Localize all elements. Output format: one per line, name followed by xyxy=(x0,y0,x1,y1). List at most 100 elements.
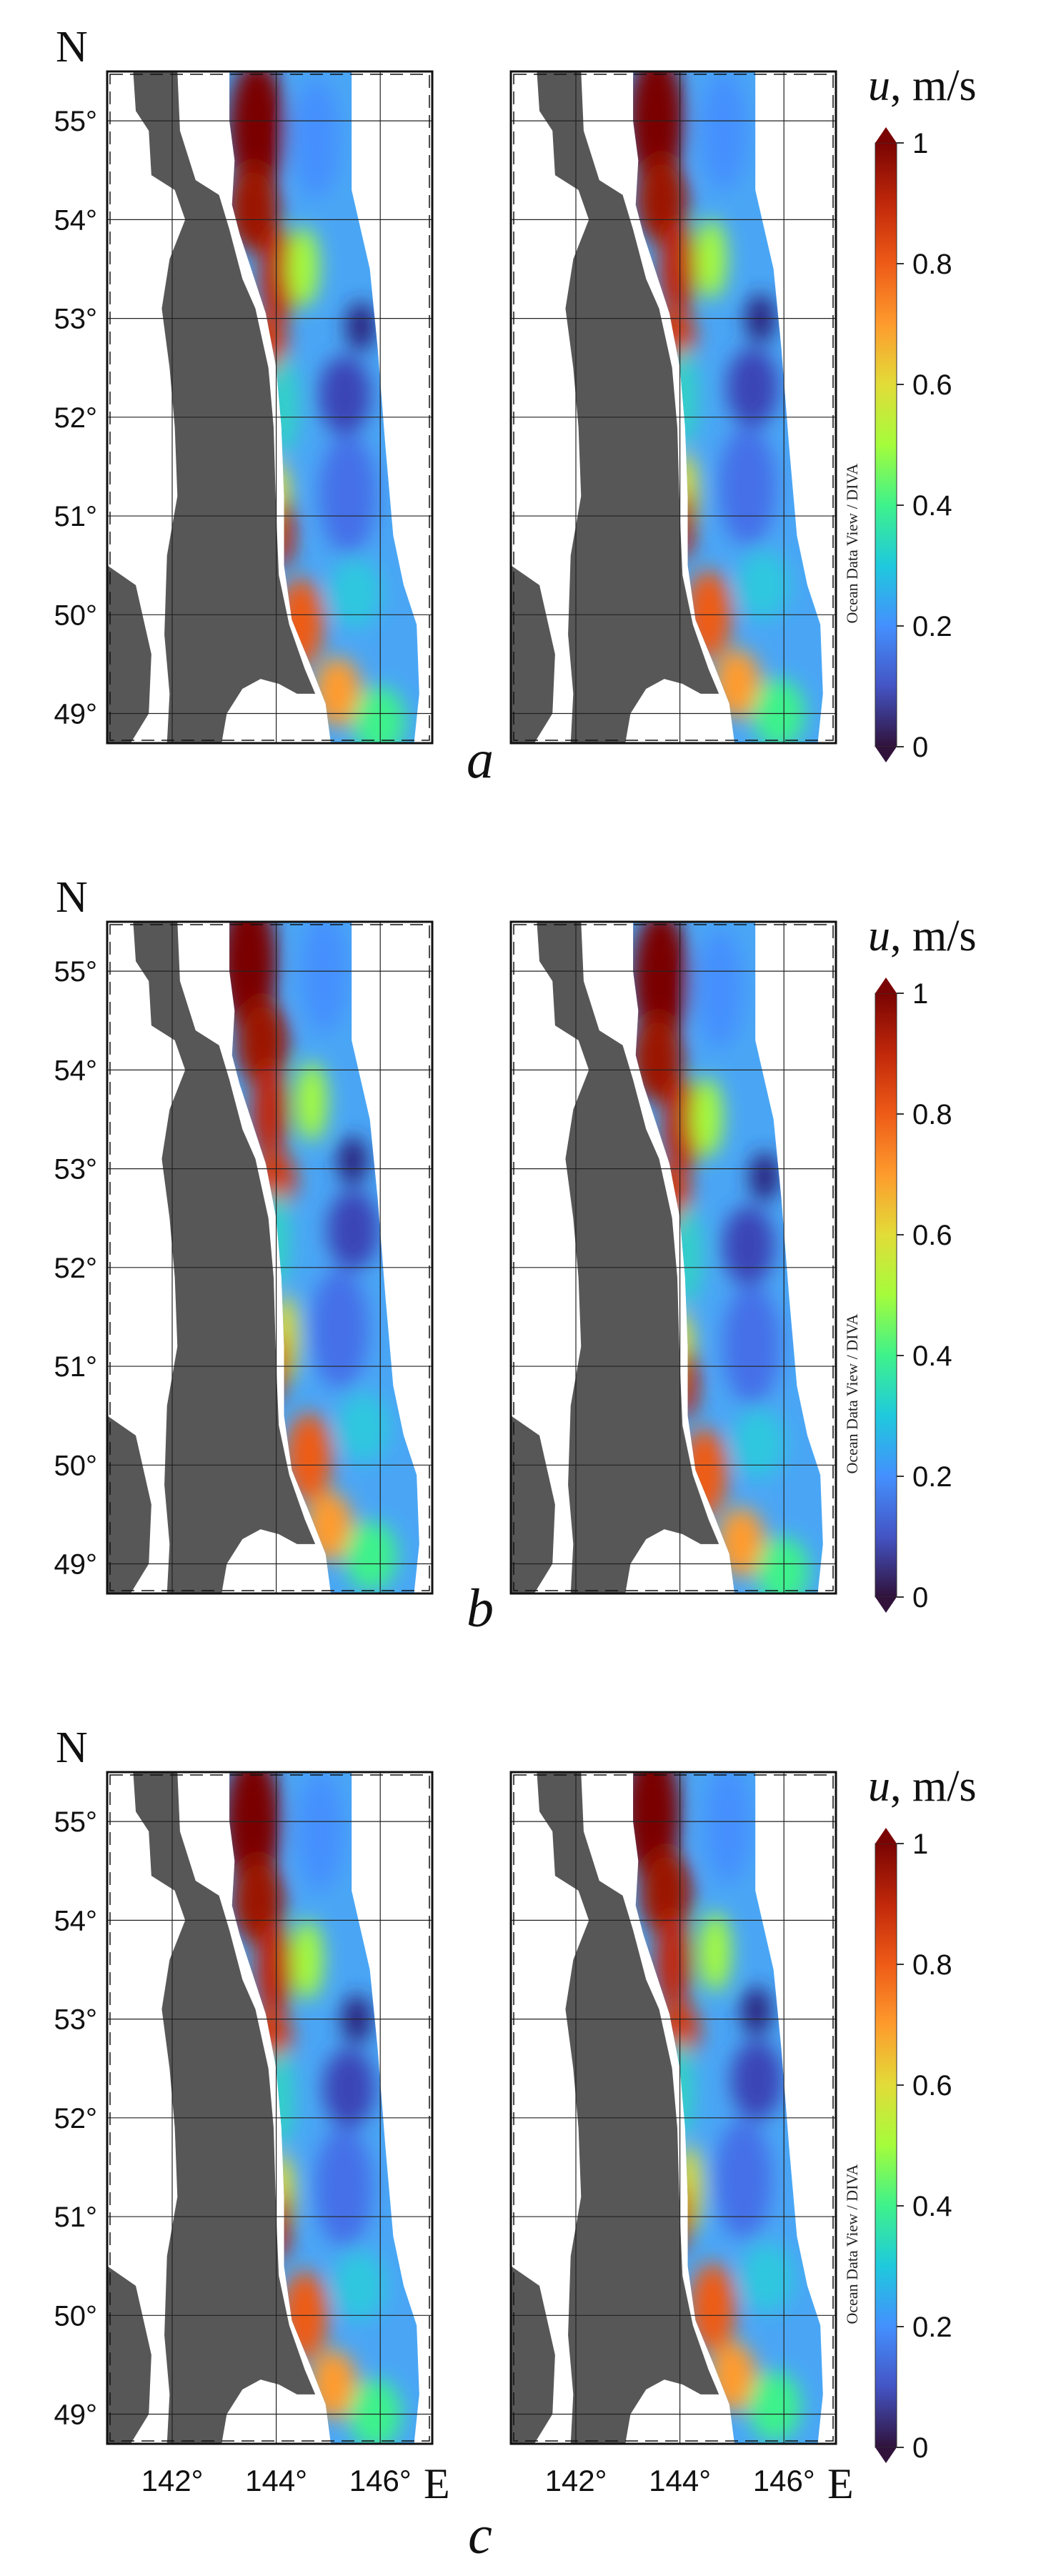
colorbar-tick-label: 0.4 xyxy=(912,490,952,522)
latitude-tick-label: 51° xyxy=(54,1351,98,1383)
latitude-tick-label: 54° xyxy=(54,1055,98,1086)
speed-patch xyxy=(319,434,377,554)
speed-patch xyxy=(695,219,727,299)
latitude-tick-label: 49° xyxy=(54,699,98,730)
speed-patch xyxy=(337,1135,369,1186)
colorbar-tick-label: 0 xyxy=(912,2432,928,2464)
map-frame xyxy=(509,70,837,745)
speed-patch xyxy=(689,2263,737,2352)
speed-patch xyxy=(311,1269,369,1388)
speed-patch xyxy=(315,2127,373,2247)
colorbar-tick-label: 1 xyxy=(912,1829,928,1860)
longitude-tick-label: 142° xyxy=(545,2464,607,2497)
speed-patch xyxy=(633,1013,684,1103)
colorbar-tick-label: 1 xyxy=(912,128,928,159)
speed-patch xyxy=(741,2243,794,2313)
speed-patch xyxy=(723,1285,781,1404)
map-frame xyxy=(106,920,434,1595)
speed-patch xyxy=(699,1912,731,1991)
colorbar-tick-label: 0.2 xyxy=(912,2312,952,2343)
speed-patch xyxy=(714,2119,772,2239)
speed-patch xyxy=(229,163,280,252)
speed-patch xyxy=(301,922,349,1033)
speed-patch xyxy=(663,1078,700,1177)
mainland-land xyxy=(107,2266,151,2444)
speed-patch xyxy=(292,1920,324,1999)
longitude-tick-label: 144° xyxy=(649,2464,711,2497)
speed-patch xyxy=(319,356,372,435)
credit-label: Ocean Data View / DIVA xyxy=(843,1313,861,1473)
colorbar-tick-label: 0.6 xyxy=(912,1220,952,1251)
speed-patch xyxy=(353,687,406,743)
map-panel-a-2 xyxy=(509,70,837,745)
map-frame-dashes xyxy=(513,924,834,1591)
latitude-tick-label: 52° xyxy=(54,1253,98,1284)
mainland-land xyxy=(107,565,151,743)
longitude-tick-label: 142° xyxy=(141,2464,204,2497)
longitude-tick-label: 144° xyxy=(245,2464,307,2497)
colorbar-tick-label: 0.4 xyxy=(912,1341,952,1372)
speed-patch xyxy=(236,998,289,1087)
mainland-land xyxy=(511,565,555,743)
sakhalin-land xyxy=(537,922,719,1593)
speed-patch xyxy=(292,79,340,198)
longitude-tick-label: 146° xyxy=(753,2464,815,2497)
sakhalin-land xyxy=(133,922,316,1593)
colorbar-tick-label: 0.8 xyxy=(912,1099,952,1130)
speed-patch xyxy=(229,922,278,1033)
colorbar-tick-label: 0.4 xyxy=(912,2191,952,2222)
speed-patch xyxy=(748,2372,801,2441)
map-panel-a-1: 55° 54° 53° 52° 51° 50° 49° N xyxy=(54,23,434,745)
mainland-land xyxy=(511,1416,555,1593)
latitude-tick-label: 51° xyxy=(54,2202,98,2233)
speed-patch xyxy=(329,558,382,628)
map-frame-dashes xyxy=(513,1774,834,2442)
east-label: E xyxy=(827,2460,854,2507)
map-panel-b-2 xyxy=(509,920,837,1595)
latitude-tick-label: 52° xyxy=(54,402,98,434)
colorbar-max-arrow xyxy=(875,1828,897,1844)
map-frame-dashes xyxy=(109,1774,430,2442)
colorbar-gradient xyxy=(875,993,897,1598)
north-label: N xyxy=(56,1724,88,1772)
speed-patch xyxy=(654,1912,692,2011)
latitude-tick-label: 50° xyxy=(54,600,98,631)
colorbar-tick-label: 1 xyxy=(912,978,928,1010)
north-label: N xyxy=(56,23,88,71)
colorbar-a: 1 0.8 0.6 0.4 0.2 0 u, m/s Ocean Data View / DI… xyxy=(843,61,977,763)
colorbar-max-arrow xyxy=(875,127,897,143)
colorbar-gradient xyxy=(875,1843,897,2448)
colorbar-tick-label: 0 xyxy=(912,732,928,763)
speed-patch xyxy=(323,2049,375,2128)
colorbar-tick-label: 0.2 xyxy=(912,1461,952,1493)
colorbar-tick-label: 0.8 xyxy=(912,249,952,280)
speed-patch xyxy=(639,1848,692,1937)
sakhalin-land xyxy=(133,1772,316,2444)
speed-patch xyxy=(229,71,286,198)
speed-patch xyxy=(696,930,744,1048)
speed-patch xyxy=(285,1413,333,1502)
map-frame xyxy=(106,1771,434,2445)
map-frame-dashes xyxy=(109,924,430,1591)
speed-patch xyxy=(757,1537,810,1593)
map-frame-dashes xyxy=(109,74,430,741)
speed-patch xyxy=(691,1078,723,1158)
colorbar-min-arrow xyxy=(875,1597,897,1613)
colorbar-min-arrow xyxy=(875,747,897,762)
colorbar-min-arrow xyxy=(875,2447,897,2463)
north-label: N xyxy=(56,873,88,922)
speed-patch xyxy=(327,1190,379,1270)
speed-patch xyxy=(296,1062,327,1141)
map-frame xyxy=(106,70,434,745)
map-panel-b-1: 55° 54° 53° 52° 51° 50° 49° N xyxy=(54,873,434,1595)
mainland-land xyxy=(107,1416,151,1593)
panel-label: b xyxy=(467,1578,494,1638)
latitude-tick-label: 55° xyxy=(54,1806,98,1838)
speed-patch xyxy=(251,1062,288,1161)
speed-patch xyxy=(633,922,689,1048)
speed-patch xyxy=(722,1206,775,1285)
latitude-tick-label: 49° xyxy=(54,1549,98,1581)
sakhalin-land xyxy=(537,1772,719,2444)
speed-patch xyxy=(333,2251,386,2321)
speed-patch xyxy=(749,1152,781,1202)
